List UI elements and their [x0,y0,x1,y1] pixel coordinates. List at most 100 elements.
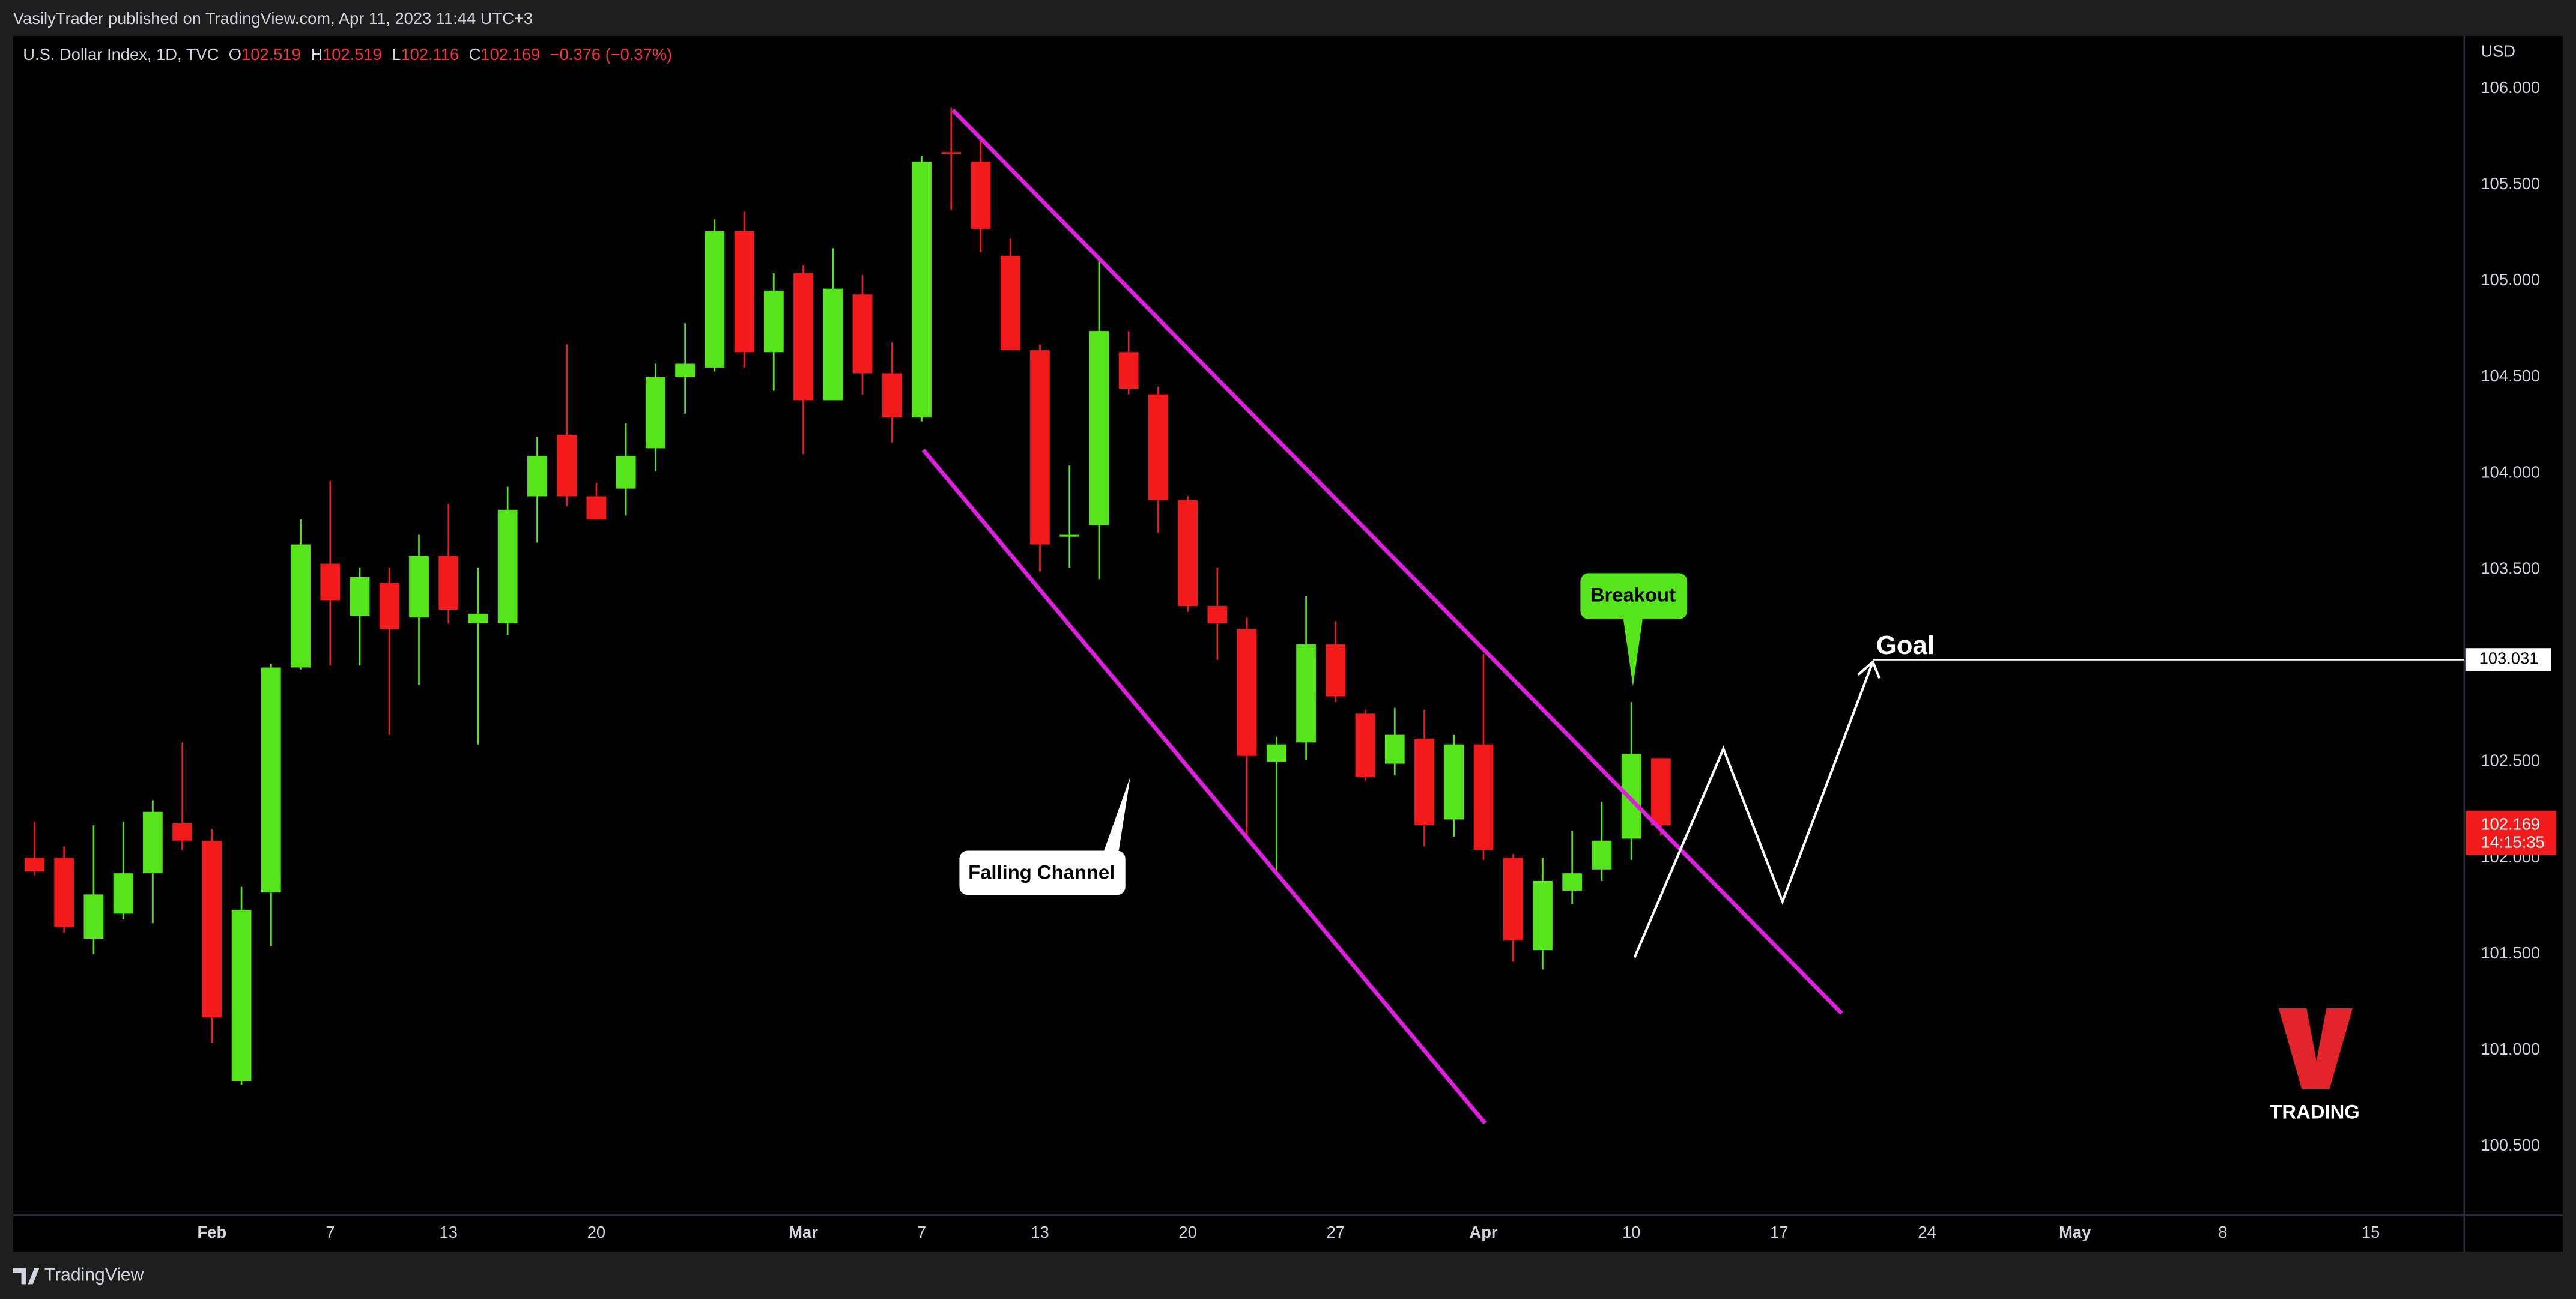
candle-body [1118,352,1139,389]
candle-body [1562,873,1583,891]
candle-body [438,556,459,610]
x-tick-label: 20 [1178,1223,1196,1241]
x-tick-label: 7 [917,1223,926,1241]
y-tick-label: 104.000 [2481,462,2540,481]
candle-body [557,435,577,497]
ohlc-key: L [392,45,401,64]
candle-body [497,509,518,623]
candle-body [1355,713,1375,778]
candles [25,107,1671,1085]
ohlc-value: 102.116 [401,45,459,64]
candle-body [320,563,341,601]
candle-body [83,894,104,939]
y-tick-label: 103.500 [2481,559,2540,577]
publisher-line: VasilyTrader published on TradingView.co… [13,9,533,28]
candle-body [763,290,784,353]
candle-body [113,873,133,914]
x-tick-label: 7 [326,1223,335,1241]
y-tick-label: 105.000 [2481,270,2540,289]
candle-body [1030,350,1050,545]
candle-body [823,288,843,401]
callout-box [959,850,1126,895]
x-tick-label: 13 [1031,1223,1049,1241]
candle-body [1503,858,1523,941]
candle-body [1000,256,1020,351]
candle-body [25,858,44,871]
legend: U.S. Dollar Index, 1D, TVC O102.519 H102.5… [23,45,672,64]
candle-body [734,231,754,353]
chart-area [13,36,2563,1252]
candle-body [231,910,252,1082]
candle-body [291,544,311,668]
x-tick-label: Mar [789,1223,818,1241]
x-tick-label: 15 [2362,1223,2380,1241]
goal-price-box [2465,648,2551,671]
goal-price-label: 103.031 [2479,649,2539,668]
callout-text: Falling Channel [968,861,1115,883]
currency-label: USD [2481,42,2515,61]
ohlc-key: O [229,45,241,64]
y-tick-label: 102.500 [2481,751,2540,770]
x-tick-label: May [2059,1223,2091,1241]
candle-body [1266,744,1286,762]
goal-label: Goal [1876,631,1935,660]
ohlc-value: 102.169 [480,45,540,64]
candle-body [705,231,725,368]
candle-body [1148,394,1168,500]
y-tick-label: 101.000 [2481,1040,2540,1058]
ohlc-key: C [469,45,481,64]
projection-path [1633,661,1874,958]
candle-body [1178,500,1198,607]
change: −0.376 (−0.37%) [550,45,673,64]
x-tick-label: 8 [2218,1223,2227,1241]
candle-body [409,556,429,618]
candle-body [1059,534,1080,537]
y-tick-label: 101.500 [2481,943,2540,962]
candle-body [882,373,902,418]
candle-body [1444,744,1464,820]
candle-body [586,496,607,519]
candle-body [941,152,962,154]
watermark-logo [2278,1008,2353,1089]
candle-body [261,667,281,893]
x-tick-label: 17 [1770,1223,1788,1241]
channel-lower-line [921,449,1487,1125]
candle-body [172,823,193,841]
candle-body [1651,758,1671,826]
candle-body [1473,744,1494,850]
candle-body [1621,754,1641,839]
x-tick-label: 13 [440,1223,458,1241]
last-price-label: 102.169 [2481,815,2540,834]
candle-body [1207,606,1228,623]
watermark-text: TRADING [2270,1101,2359,1123]
y-tick-label: 106.000 [2481,78,2540,97]
candle-body [1533,880,1553,951]
x-tick-label: 20 [587,1223,605,1241]
channel-upper-line [951,108,1843,1015]
candle-body [1089,331,1109,525]
y-tick-label: 100.500 [2481,1136,2540,1154]
footer-logo-text: TradingView [44,1265,144,1285]
candle-body [1326,644,1346,697]
candle-body [971,162,991,229]
x-tick-label: 24 [1918,1223,1936,1241]
x-tick-label: Apr [1469,1223,1497,1241]
x-tick-label: Feb [198,1223,227,1241]
candle-body [1414,738,1434,826]
y-tick-label: 104.500 [2481,366,2540,385]
candle-body [468,613,488,623]
callout-tail [1104,777,1130,851]
symbol-title: U.S. Dollar Index, 1D, TVC [23,45,219,64]
candle-body [1592,840,1612,870]
candle-body [675,363,696,377]
bar-countdown: 14:15:35 [2481,833,2544,852]
candle-body [202,840,222,1018]
candle-body [1384,734,1405,764]
candle-body [645,377,665,449]
candle-body [852,294,873,374]
ohlc-key: H [311,45,323,64]
x-tick-label: 10 [1622,1223,1640,1241]
callout-text: Breakout [1590,583,1676,605]
